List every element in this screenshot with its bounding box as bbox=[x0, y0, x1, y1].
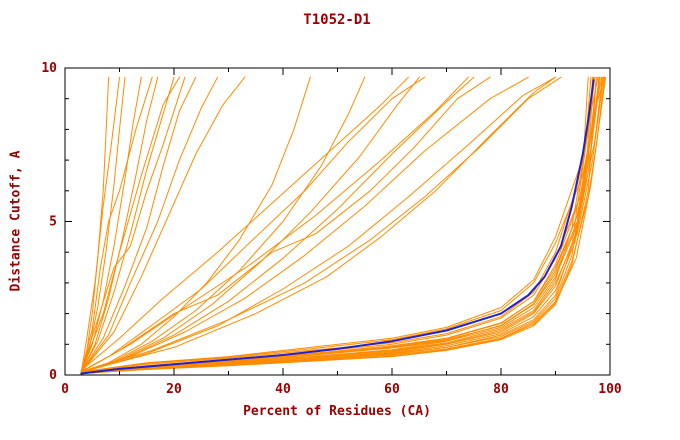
x-tick-label: 40 bbox=[275, 382, 291, 397]
model-curve bbox=[80, 76, 597, 374]
model-curve bbox=[80, 76, 219, 373]
model-curve bbox=[80, 76, 126, 373]
highlighted-model-curve bbox=[80, 79, 595, 375]
model-curve bbox=[80, 76, 120, 373]
model-curve bbox=[80, 76, 180, 373]
model-curve bbox=[80, 76, 556, 373]
model-curve bbox=[80, 76, 589, 374]
series-lines bbox=[80, 76, 607, 375]
model-curve bbox=[80, 76, 311, 373]
x-tick-label: 80 bbox=[493, 382, 509, 397]
model-curve bbox=[80, 76, 604, 374]
y-tick-label: 10 bbox=[41, 61, 57, 76]
model-curve bbox=[80, 76, 556, 373]
y-tick-label: 5 bbox=[49, 215, 57, 230]
x-tick-label: 0 bbox=[61, 382, 69, 397]
model-curve bbox=[80, 76, 529, 373]
model-curve bbox=[80, 76, 600, 374]
x-axis-label: Percent of Residues (CA) bbox=[243, 404, 431, 419]
model-curve bbox=[80, 76, 607, 374]
model-curve bbox=[80, 76, 601, 374]
model-curve bbox=[80, 76, 197, 373]
x-tick-label: 20 bbox=[166, 382, 182, 397]
model-curve bbox=[80, 76, 142, 373]
model-curve bbox=[80, 76, 600, 374]
x-tick-label: 60 bbox=[384, 382, 400, 397]
model-curve bbox=[80, 76, 595, 374]
chart-title: T1052-D1 bbox=[303, 12, 371, 28]
model-curve bbox=[80, 76, 366, 373]
model-curve bbox=[80, 76, 469, 373]
model-curve bbox=[80, 76, 175, 373]
model-curve bbox=[80, 76, 153, 373]
model-curve bbox=[80, 76, 426, 372]
model-curve bbox=[80, 76, 159, 373]
model-curve bbox=[80, 76, 475, 373]
model-curve bbox=[80, 76, 562, 373]
model-curve bbox=[80, 76, 605, 373]
model-curve bbox=[80, 76, 186, 371]
x-tick-label: 100 bbox=[598, 382, 622, 397]
model-curve bbox=[80, 76, 491, 373]
y-tick-label: 0 bbox=[49, 368, 57, 383]
model-curve bbox=[80, 76, 246, 373]
model-curve bbox=[80, 76, 409, 371]
model-curve bbox=[80, 76, 603, 374]
